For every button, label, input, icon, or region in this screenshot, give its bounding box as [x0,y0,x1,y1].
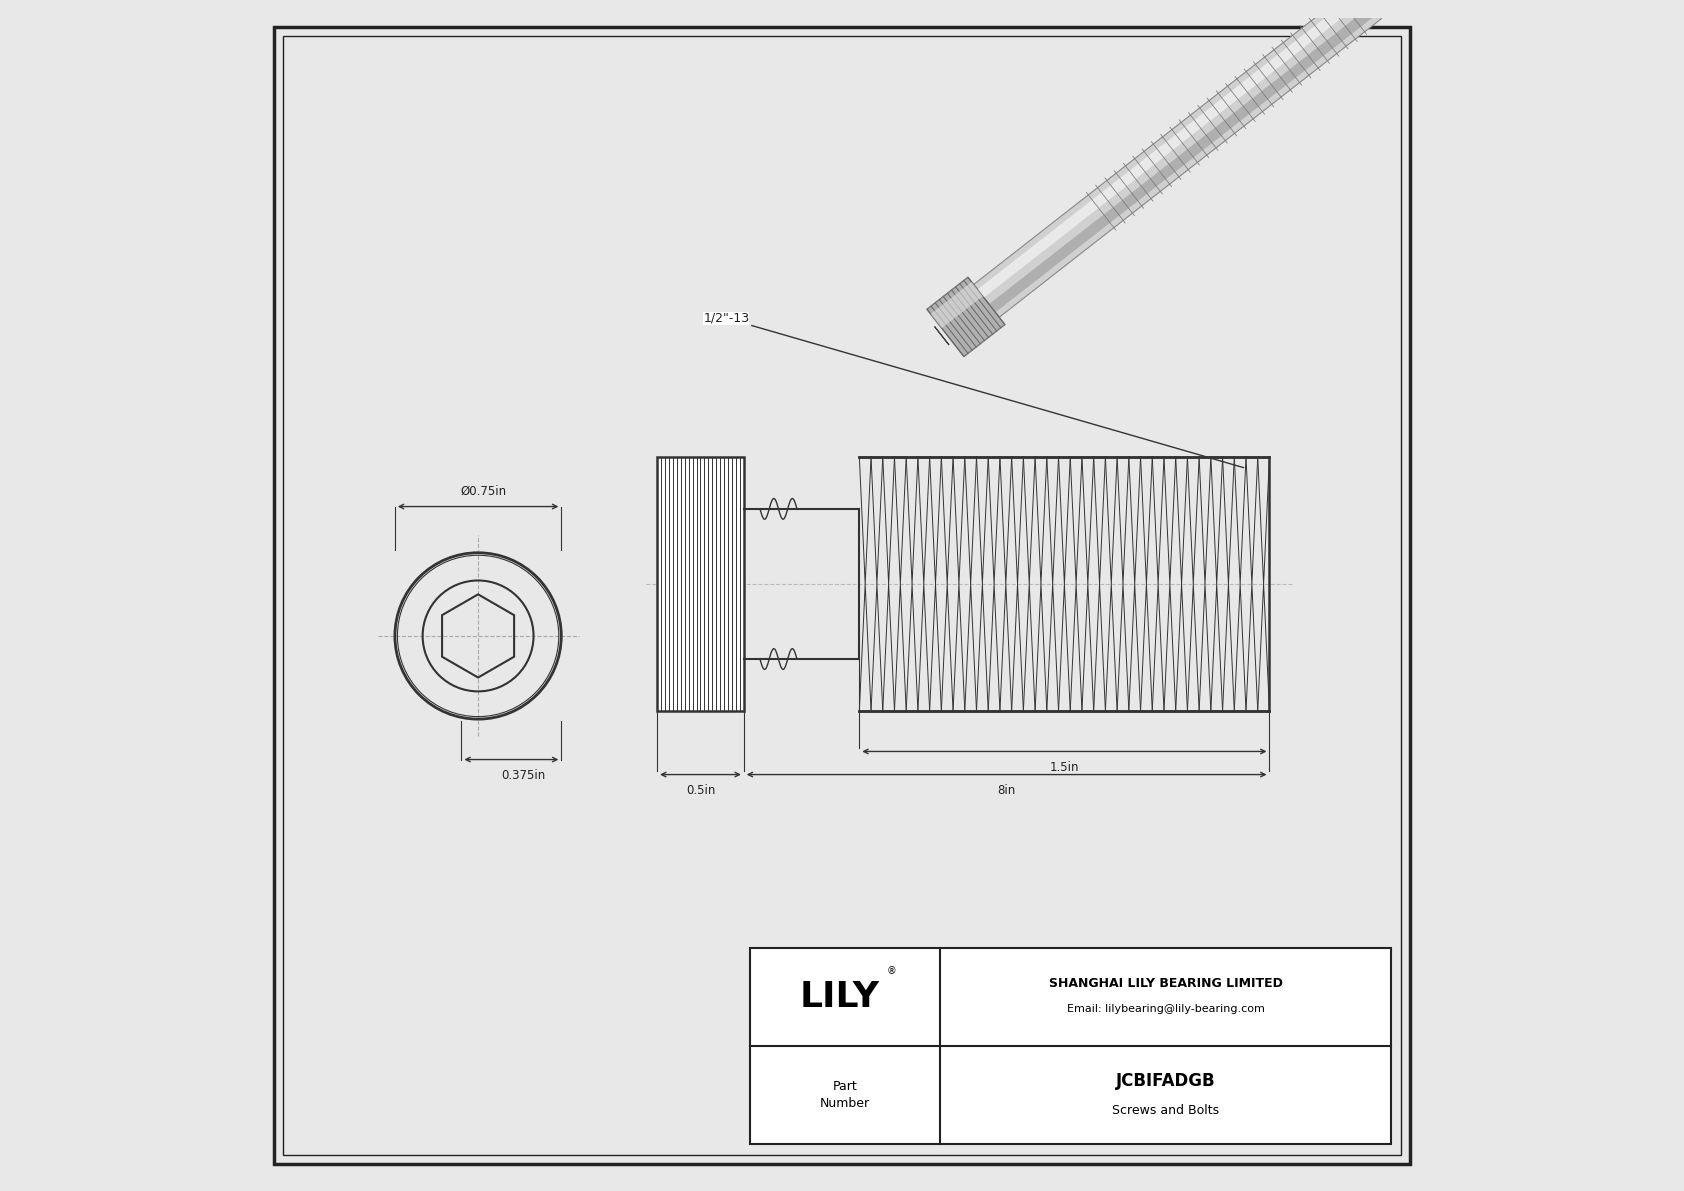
Polygon shape [977,0,1366,298]
Text: 1/2"-13: 1/2"-13 [704,312,1244,468]
Polygon shape [973,0,1381,317]
Text: 0.5in: 0.5in [685,784,716,797]
Text: Email: lilybearing@lily-bearing.com: Email: lilybearing@lily-bearing.com [1066,1004,1265,1014]
Text: LILY: LILY [800,980,879,1014]
Polygon shape [989,6,1378,312]
Polygon shape [935,326,950,345]
Bar [657,457,744,711]
Text: Ø0.75in: Ø0.75in [461,485,507,498]
Text: SHANGHAI LILY BEARING LIMITED: SHANGHAI LILY BEARING LIMITED [1049,977,1283,990]
Text: ®: ® [886,966,896,977]
Text: Part
Number: Part Number [820,1080,871,1110]
Text: 1.5in: 1.5in [1049,761,1079,774]
Text: Screws and Bolts: Screws and Bolts [1111,1104,1219,1117]
Text: JCBIFADGB: JCBIFADGB [1116,1072,1216,1090]
Polygon shape [926,278,1005,356]
Text: 0.375in: 0.375in [500,769,546,781]
Polygon shape [931,282,983,329]
Bar [749,948,1391,1145]
Text: 8in: 8in [997,784,1015,797]
